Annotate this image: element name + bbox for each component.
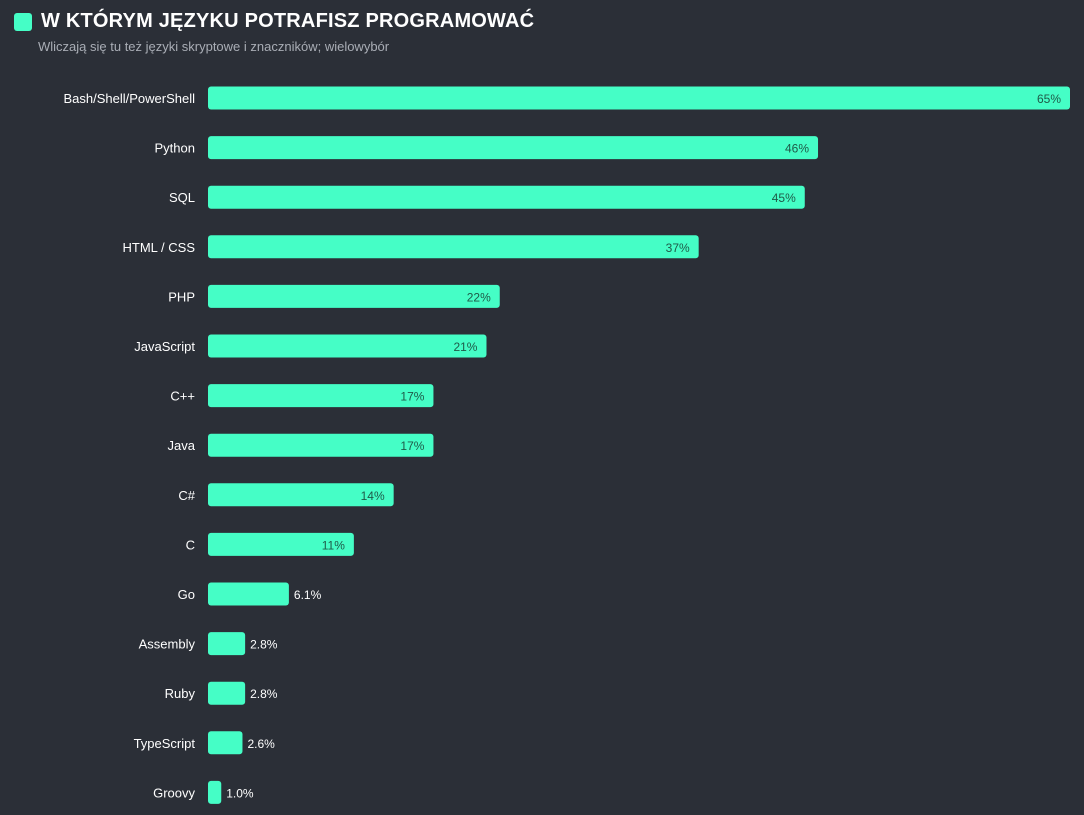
category-label: JavaScript — [134, 339, 195, 354]
category-label: PHP — [168, 289, 195, 304]
bar-row: C# 14% — [178, 483, 394, 507]
value-label: 21% — [453, 340, 477, 354]
chart-header: W KTÓRYM JĘZYKU POTRAFISZ PROGRAMOWAĆ Wl… — [14, 10, 1070, 54]
bar-row: JavaScript 21% — [134, 334, 487, 358]
value-label: 37% — [666, 241, 690, 255]
category-label: C — [186, 537, 195, 552]
category-label: Go — [178, 587, 195, 602]
value-label: 45% — [772, 191, 796, 205]
bar-row: C++ 17% — [170, 384, 434, 408]
bar-row: SQL 45% — [169, 185, 805, 209]
title-row: W KTÓRYM JĘZYKU POTRAFISZ PROGRAMOWAĆ — [14, 10, 1070, 33]
bar-row: TypeScript 2.6% — [134, 731, 275, 755]
category-label: Java — [168, 438, 196, 453]
value-label: 22% — [467, 290, 491, 304]
value-label: 65% — [1037, 92, 1061, 106]
category-label: Groovy — [153, 785, 195, 800]
value-label: 17% — [400, 390, 424, 404]
value-label: 2.8% — [250, 687, 278, 701]
bar-row: Bash/Shell/PowerShell 65% — [63, 86, 1070, 110]
bar — [208, 731, 243, 755]
bar — [208, 532, 354, 556]
bar-row: Java 17% — [168, 433, 434, 457]
bar — [208, 632, 246, 656]
category-label: TypeScript — [134, 736, 196, 751]
bar — [208, 780, 222, 804]
bar — [208, 433, 434, 457]
bar — [208, 483, 394, 507]
value-label: 11% — [322, 538, 345, 552]
value-label: 46% — [785, 142, 809, 156]
category-label: C++ — [170, 389, 195, 404]
bar — [208, 235, 699, 259]
bar-row: Ruby 2.8% — [165, 681, 278, 705]
category-label: Python — [155, 141, 195, 156]
title-accent-square — [14, 12, 32, 31]
category-label: SQL — [169, 190, 195, 205]
bar — [208, 681, 246, 705]
bar-row: HTML / CSS 37% — [123, 235, 699, 259]
category-label: C# — [178, 488, 195, 503]
bar-row: C 11% — [186, 532, 354, 556]
bar-row: Groovy 1.0% — [153, 780, 254, 804]
bar — [208, 136, 819, 160]
bar-row: Python 46% — [155, 136, 819, 160]
bar — [208, 185, 805, 209]
category-label: HTML / CSS — [123, 240, 196, 255]
value-label: 17% — [400, 439, 424, 453]
value-label: 2.6% — [247, 737, 275, 751]
category-label: Assembly — [139, 637, 196, 652]
bar — [208, 334, 487, 358]
value-label: 1.0% — [226, 786, 254, 800]
value-label: 2.8% — [250, 638, 278, 652]
bar-row: PHP 22% — [168, 284, 500, 308]
bar — [208, 284, 500, 308]
bar-row: Assembly 2.8% — [139, 632, 278, 656]
category-label: Bash/Shell/PowerShell — [63, 91, 195, 106]
value-label: 14% — [361, 489, 385, 503]
bar — [208, 582, 289, 606]
bar — [208, 384, 434, 408]
bar — [208, 86, 1070, 110]
value-label: 6.1% — [294, 588, 322, 602]
bar-row: Go 6.1% — [178, 582, 322, 606]
chart-title: W KTÓRYM JĘZYKU POTRAFISZ PROGRAMOWAĆ — [41, 10, 535, 32]
chart-subtitle: Wliczają się tu też języki skryptowe i z… — [38, 39, 390, 54]
category-label: Ruby — [165, 686, 196, 701]
